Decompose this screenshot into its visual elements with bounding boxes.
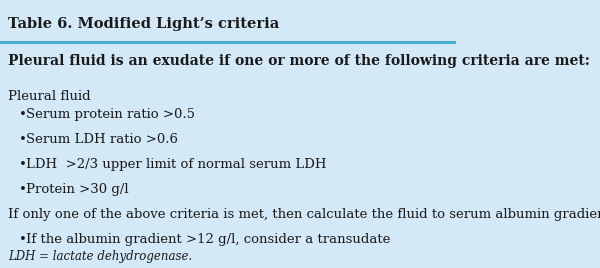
Text: LDH  >2/3 upper limit of normal serum LDH: LDH >2/3 upper limit of normal serum LDH xyxy=(26,158,327,171)
Text: Serum LDH ratio >0.6: Serum LDH ratio >0.6 xyxy=(26,133,178,146)
Text: Pleural fluid is an exudate if one or more of the following criteria are met:: Pleural fluid is an exudate if one or mo… xyxy=(8,54,590,68)
Text: Table 6. Modified Light’s criteria: Table 6. Modified Light’s criteria xyxy=(8,17,280,31)
Text: •: • xyxy=(19,183,28,196)
Text: LDH = lactate dehydrogenase.: LDH = lactate dehydrogenase. xyxy=(8,251,193,263)
Text: If the albumin gradient >12 g/l, consider a transudate: If the albumin gradient >12 g/l, conside… xyxy=(26,233,391,246)
Text: •: • xyxy=(19,133,28,146)
Text: If only one of the above criteria is met, then calculate the fluid to serum albu: If only one of the above criteria is met… xyxy=(8,208,600,221)
Text: •: • xyxy=(19,233,28,246)
Text: Protein >30 g/l: Protein >30 g/l xyxy=(26,183,129,196)
Text: •: • xyxy=(19,108,28,121)
Text: •: • xyxy=(19,158,28,171)
Text: Pleural fluid: Pleural fluid xyxy=(8,90,91,103)
Text: Serum protein ratio >0.5: Serum protein ratio >0.5 xyxy=(26,108,195,121)
